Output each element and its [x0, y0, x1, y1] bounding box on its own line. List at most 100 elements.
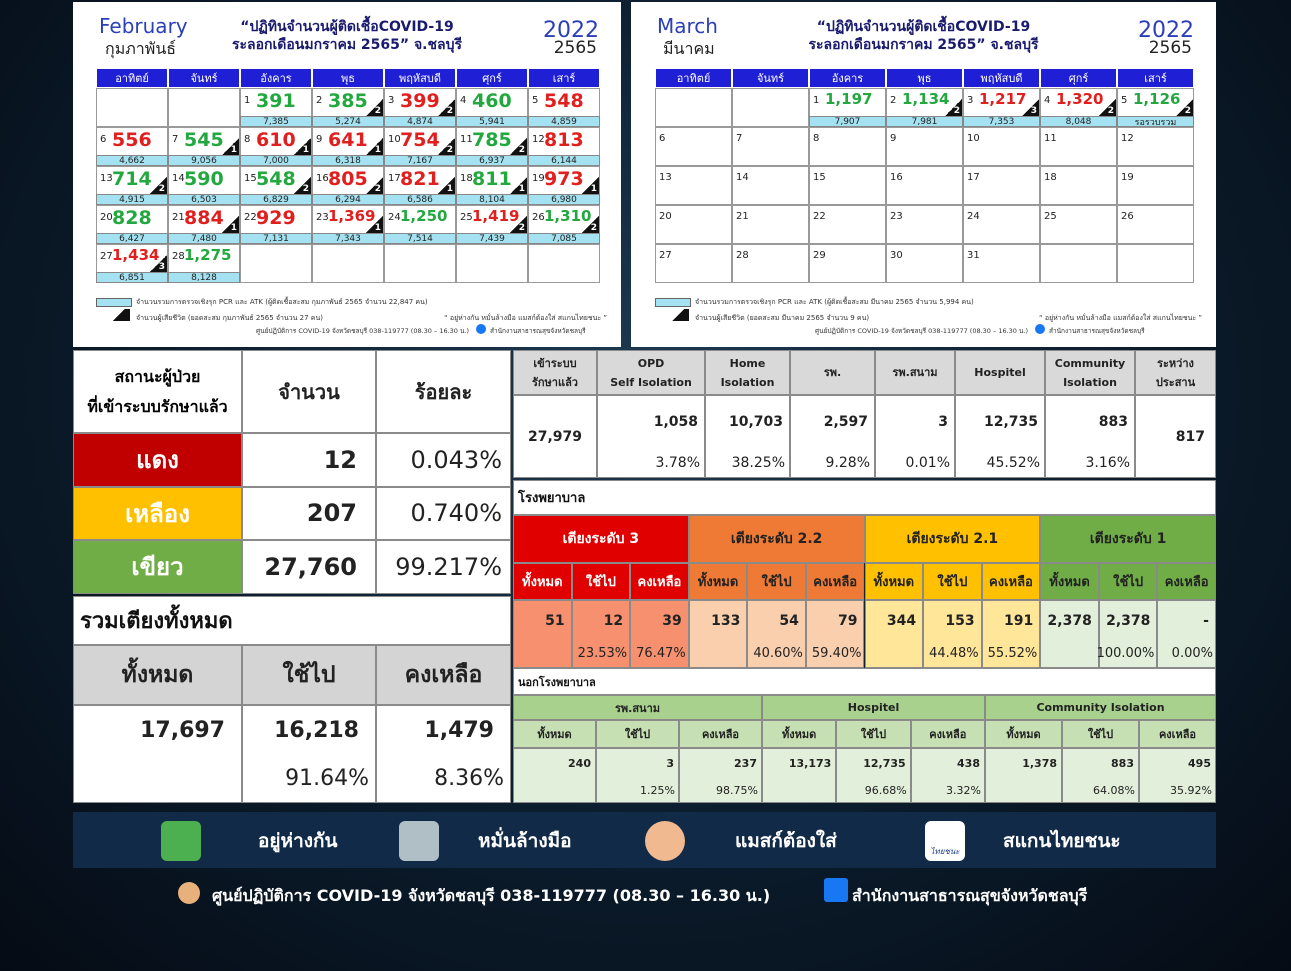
- legend-death-swatch: [667, 309, 689, 321]
- day-number: 15: [244, 173, 257, 184]
- death-marker: 1: [366, 138, 383, 155]
- day-number: 9: [890, 133, 897, 144]
- calendar-cell: [655, 127, 732, 166]
- bed-value: 344: [864, 600, 924, 640]
- status-percent: 0.740%: [376, 486, 511, 540]
- text-line: Community: [1054, 356, 1126, 370]
- death-marker: 1: [438, 177, 455, 194]
- text-line: Hospitel: [974, 366, 1026, 379]
- death-marker: 2: [438, 99, 455, 116]
- death-marker: 1: [510, 177, 527, 194]
- day-number: 24: [967, 211, 980, 222]
- case-count: 1,320: [1056, 90, 1104, 108]
- death-marker: 1: [294, 138, 311, 155]
- text-line: OPD: [637, 356, 665, 370]
- summary-pending: 817: [1135, 395, 1216, 478]
- weekday-header: พุธ: [312, 68, 384, 88]
- day-number: 2: [890, 95, 897, 106]
- summary-value: 883: [1045, 395, 1135, 448]
- day-number: 21: [172, 212, 185, 223]
- test-count: รอรวบรวม: [1117, 116, 1194, 128]
- test-count: 8,104: [456, 194, 528, 205]
- bed-level: เตียงระดับ 3: [513, 515, 689, 563]
- beds-blank: [73, 755, 242, 803]
- bed-subheader: คงเหลือ: [630, 563, 689, 600]
- summary-header: รพ.: [790, 350, 875, 395]
- status-label: แดง: [73, 433, 242, 487]
- day-number: 17: [967, 172, 980, 183]
- day-number: 4: [1044, 95, 1051, 106]
- banner-text: แมสก์ต้องใส่: [735, 830, 837, 852]
- outside-value: 3: [596, 748, 679, 778]
- text-line: Home: [729, 356, 766, 370]
- calendar-cell: [1117, 127, 1194, 166]
- case-count: 785: [472, 129, 512, 151]
- calendar-cell: [655, 88, 732, 127]
- legend-tests-swatch: [655, 298, 691, 307]
- text-line: ระลอกเดือนมกราคม 2565” จ.ชลบุรี: [232, 37, 462, 53]
- death-count: 1: [302, 145, 309, 155]
- bed-percent: 100.00%: [1097, 640, 1158, 668]
- case-count: 1,134: [902, 90, 950, 108]
- death-count: 1: [230, 223, 237, 233]
- death-marker: 2: [582, 216, 599, 233]
- death-marker: 1: [222, 216, 239, 233]
- summary-percent: 3.78%: [597, 448, 705, 478]
- test-count: 7,480: [168, 233, 240, 244]
- weekday-header: จันทร์: [732, 68, 809, 88]
- outside-percent: 98.75%: [679, 778, 762, 803]
- day-number: 14: [736, 172, 749, 183]
- text-line: ระหว่าง: [1157, 356, 1194, 370]
- status-count: 27,760: [242, 540, 376, 594]
- outside-blank: [985, 778, 1062, 803]
- status-header: สถานะผู้ป่วย ที่เข้าระบบรักษาแล้ว: [73, 350, 242, 433]
- bed-subheader: คงเหลือ: [1157, 563, 1216, 600]
- day-number: 26: [1121, 211, 1134, 222]
- calendar-cell: [963, 127, 1040, 166]
- calendar-title: “ปฏิทินจำนวนผู้ติดเชื้อCOVID-19 ระลอกเดือ…: [193, 16, 501, 56]
- weekday-header: พฤหัสบดี: [384, 68, 456, 88]
- case-count: 821: [400, 168, 440, 190]
- test-count: 7,514: [384, 233, 456, 244]
- outside-subheader: คงเหลือ: [679, 720, 762, 748]
- outside-value: 13,173: [762, 748, 837, 778]
- legend-tests-swatch: [96, 298, 132, 307]
- day-number: 16: [890, 172, 903, 183]
- beds-value: 17,697: [73, 705, 242, 755]
- text-line: รพ.สนาม: [892, 366, 938, 379]
- day-number: 23: [890, 211, 903, 222]
- summary-header: Hospitel: [955, 350, 1045, 395]
- day-number: 26: [532, 212, 545, 223]
- outside-subheader: ทั้งหมด: [762, 720, 837, 748]
- day-number: 23: [316, 212, 329, 223]
- bed-value: 133: [688, 600, 748, 640]
- day-number: 8: [244, 134, 251, 145]
- test-count: 6,586: [384, 194, 456, 205]
- summary-percent: 3.16%: [1045, 448, 1135, 478]
- day-number: 3: [388, 95, 395, 106]
- summary-total: 27,979: [513, 395, 597, 478]
- year: 2022: [543, 18, 599, 43]
- calendar-cell: [732, 244, 809, 283]
- calendar-cell: [963, 244, 1040, 283]
- test-count: 6,503: [168, 194, 240, 205]
- outside-subheader: ใช้ไป: [836, 720, 911, 748]
- day-number: 5: [1121, 95, 1128, 106]
- text-line: “ปฏิทินจำนวนผู้ติดเชื้อCOVID-19: [240, 19, 454, 35]
- weekday-header: อังคาร: [240, 68, 312, 88]
- text-line: เข้าระบบ: [533, 356, 577, 370]
- calendar-cell: [1040, 127, 1117, 166]
- banner-text: สแกนไทยชนะ: [1003, 830, 1121, 852]
- status-label: เขียว: [73, 540, 242, 594]
- day-number: 16: [316, 173, 329, 184]
- death-count: 2: [158, 184, 165, 194]
- bed-subheader: ทั้งหมด: [688, 563, 748, 600]
- status-label: เหลือง: [73, 486, 242, 540]
- bed-subheader: ทั้งหมด: [513, 563, 572, 600]
- day-number: 9: [316, 134, 323, 145]
- banner-icon: [399, 821, 439, 861]
- death-count: 2: [446, 145, 453, 155]
- day-number: 25: [1044, 211, 1057, 222]
- summary-value: 2,597: [790, 395, 875, 448]
- facebook-icon: [824, 878, 848, 902]
